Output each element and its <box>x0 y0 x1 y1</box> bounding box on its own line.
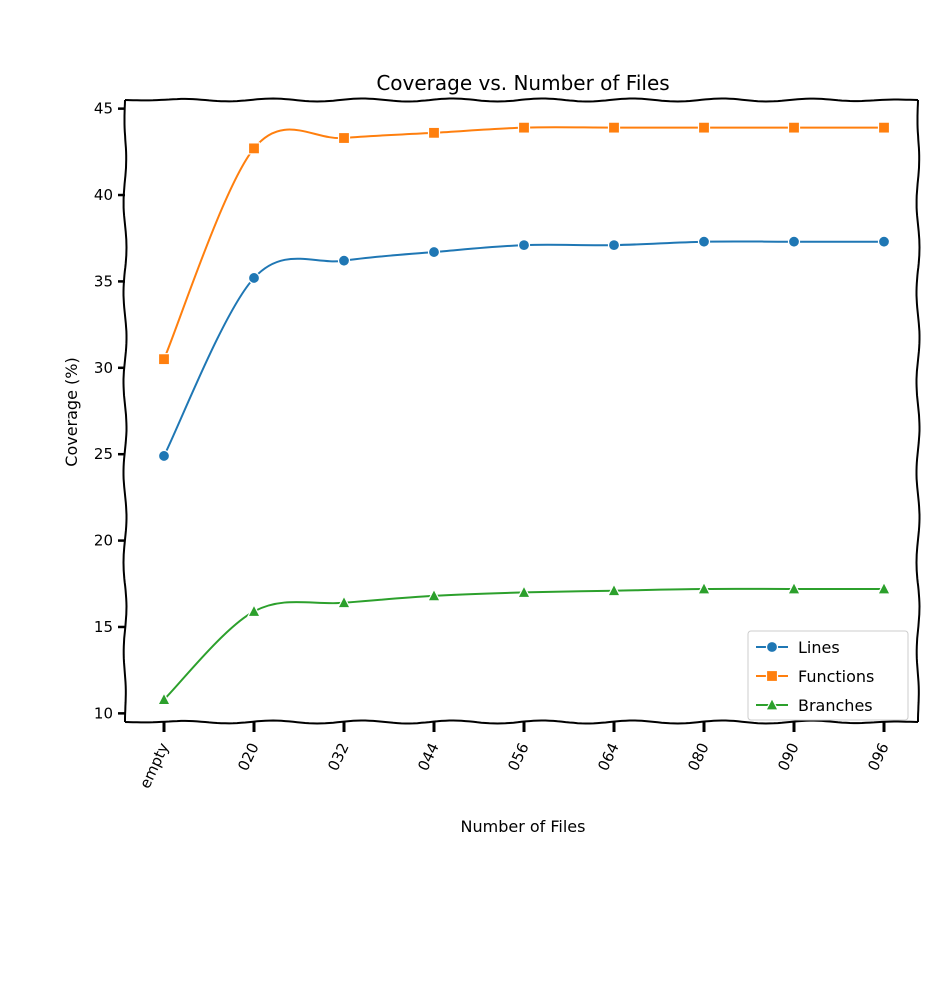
legend-label-lines: Lines <box>798 638 840 657</box>
legend-label-functions: Functions <box>798 667 874 686</box>
data-point-lines <box>337 254 351 267</box>
series-branches <box>157 581 891 706</box>
data-point-branches <box>697 581 711 595</box>
chart-title: Coverage vs. Number of Files <box>376 71 669 95</box>
data-point-functions <box>247 142 261 155</box>
legend-box <box>747 630 909 721</box>
x-tick-label: 096 <box>864 740 892 774</box>
data-point-lines <box>157 449 171 463</box>
series-lines <box>157 235 891 463</box>
frame-left <box>122 99 128 722</box>
data-point-functions <box>697 121 711 134</box>
y-tick-label: 40 <box>94 186 113 204</box>
data-point-branches <box>517 584 531 599</box>
frame-right <box>915 99 921 722</box>
x-tick-label: 032 <box>324 740 352 774</box>
y-tick-label: 20 <box>94 532 113 550</box>
data-point-lines <box>427 245 441 259</box>
data-point-lines <box>697 235 711 248</box>
series-functions <box>157 121 891 366</box>
y-tick-label: 35 <box>94 272 113 290</box>
series-layer <box>157 121 891 706</box>
y-axis-label: Coverage (%) <box>62 357 81 466</box>
data-point-lines <box>517 239 531 252</box>
x-tick-label: empty <box>136 740 173 791</box>
data-point-lines <box>787 235 801 248</box>
y-tick-label: 30 <box>94 359 113 377</box>
legend-item-branches: Branches <box>756 696 873 715</box>
legend-label-branches: Branches <box>798 696 873 715</box>
frame-top <box>124 97 919 103</box>
x-tick-label: 044 <box>414 740 442 774</box>
x-tick-label: 020 <box>234 740 262 774</box>
data-point-branches <box>787 581 801 595</box>
data-point-lines <box>607 239 621 252</box>
x-tick-label: 090 <box>774 740 802 774</box>
data-point-branches <box>427 588 441 602</box>
legend-swatch-marker <box>765 697 779 711</box>
data-point-functions <box>787 121 801 134</box>
legend: Lines Functions Branches <box>747 630 909 721</box>
legend-item-lines: Lines <box>756 638 840 657</box>
data-point-functions <box>877 121 891 134</box>
data-point-functions <box>157 353 171 366</box>
data-point-branches <box>607 582 621 597</box>
x-tick-label: 056 <box>504 740 532 774</box>
x-axis: empty 020 032 044 056 064 080 090 096 <box>136 722 893 791</box>
x-tick-label: 080 <box>684 740 712 774</box>
data-point-functions <box>427 126 441 139</box>
data-point-branches <box>337 594 351 609</box>
data-point-branches <box>877 581 891 595</box>
legend-swatch-marker <box>765 640 779 654</box>
y-tick-label: 45 <box>94 100 113 118</box>
y-tick-label: 10 <box>94 704 113 722</box>
data-point-branches <box>157 691 171 706</box>
data-point-branches <box>247 603 261 618</box>
data-point-lines <box>247 271 261 285</box>
data-point-functions <box>517 121 531 134</box>
y-tick-label: 15 <box>94 618 113 636</box>
x-axis-label: Number of Files <box>461 817 586 836</box>
legend-item-functions: Functions <box>756 667 874 686</box>
legend-swatch-marker <box>765 669 779 683</box>
y-axis: 10 15 20 25 30 35 40 45 <box>94 100 125 722</box>
data-point-lines <box>877 235 891 248</box>
y-tick-label: 25 <box>94 445 113 463</box>
plot-frame <box>122 97 921 725</box>
series-line-lines <box>163 240 884 457</box>
data-point-functions <box>607 121 621 134</box>
data-point-functions <box>337 131 351 145</box>
x-tick-label: 064 <box>594 740 622 774</box>
frame-bottom <box>124 719 919 725</box>
